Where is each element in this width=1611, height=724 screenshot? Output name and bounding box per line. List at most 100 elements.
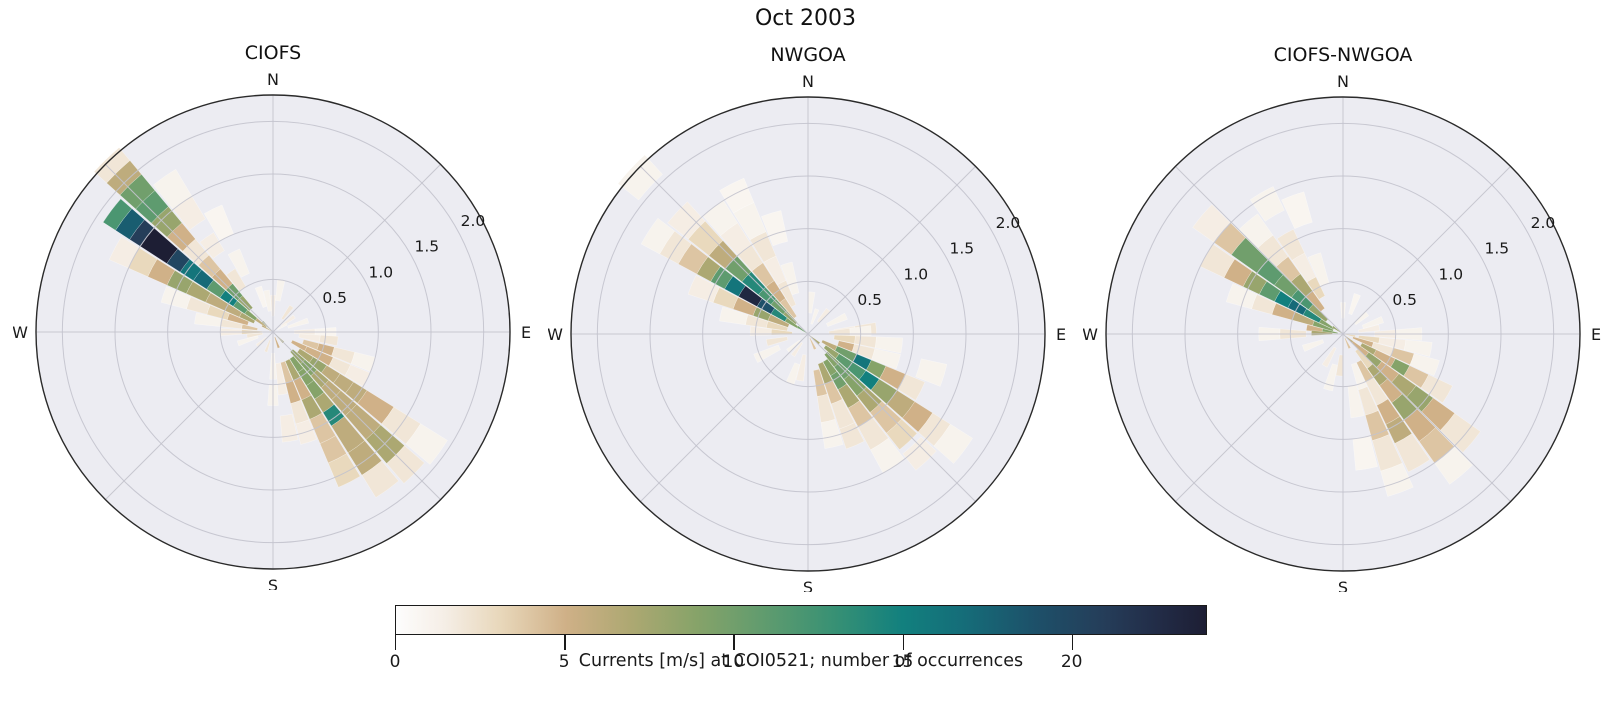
rose-cell xyxy=(275,362,288,396)
rose-cell xyxy=(264,339,272,353)
rose-cell xyxy=(732,297,758,317)
radial-tick-label: 1.5 xyxy=(415,238,440,256)
radial-tick-label: 2.0 xyxy=(996,214,1021,232)
rose-cell xyxy=(767,314,790,328)
rose-cell xyxy=(1372,349,1396,368)
rose-cell xyxy=(297,367,315,387)
rose-cell xyxy=(869,401,902,434)
rose-cell xyxy=(1378,337,1407,351)
rose-cell xyxy=(381,406,421,445)
rose-cell xyxy=(851,343,876,360)
rose-cell xyxy=(1371,434,1403,472)
rose-cell xyxy=(765,280,786,303)
rose-cell xyxy=(763,255,787,286)
rose-cell xyxy=(160,286,192,310)
rose-cell xyxy=(211,268,233,291)
rose-cell xyxy=(724,275,746,297)
rose-cell xyxy=(1390,358,1410,377)
rose-cell xyxy=(830,398,855,430)
radial-tick-label: 0.5 xyxy=(1392,291,1417,309)
colorbar-tick-label: 5 xyxy=(558,652,570,672)
radial-tick-label: 0.5 xyxy=(857,291,882,309)
rose-cell xyxy=(290,399,310,425)
rose-cell xyxy=(1394,433,1431,473)
colorbar-tick-mark xyxy=(733,635,735,650)
rose-cell xyxy=(198,254,221,278)
colorbar-gradient xyxy=(395,605,1207,635)
rose-cell xyxy=(823,344,840,359)
rose-cell xyxy=(822,358,838,377)
colorbar: 0 5 10 15 20 Currents [m/s] at COI0521; numb… xyxy=(390,605,1207,681)
rose-cell xyxy=(1352,336,1374,348)
rose-cell xyxy=(345,381,368,404)
rose-cell xyxy=(147,258,176,286)
rose-cell xyxy=(1257,234,1289,267)
rose-cell xyxy=(1258,280,1281,302)
rose-cell xyxy=(886,418,918,451)
rose-cell xyxy=(241,323,258,331)
rose-cell xyxy=(749,231,777,263)
rose-cell xyxy=(1421,397,1456,431)
rose-cell xyxy=(813,368,828,397)
rose-cell xyxy=(1367,363,1388,386)
rose-cell xyxy=(327,453,361,488)
rose-cell xyxy=(1242,270,1268,295)
rose-cell xyxy=(820,419,844,449)
rose-cell xyxy=(1225,283,1258,310)
rose-cell xyxy=(226,313,250,326)
rose-cell xyxy=(1251,294,1277,315)
rose-cell xyxy=(1440,412,1481,453)
compass-label-n: N xyxy=(267,70,279,89)
rose-cell xyxy=(782,310,798,325)
rose-cell xyxy=(309,412,337,444)
rose-cell xyxy=(1276,228,1306,261)
rose-cell xyxy=(761,210,789,247)
rose-cell xyxy=(810,308,820,325)
rose-cell xyxy=(687,275,720,303)
rose-cell xyxy=(238,312,256,324)
compass-label-s: S xyxy=(803,578,813,592)
rose-cell xyxy=(719,177,755,214)
rose-cell xyxy=(1239,213,1274,249)
rose-cell xyxy=(328,357,351,376)
colorbar-label: Currents [m/s] at COI0521; number of occ… xyxy=(578,651,1024,671)
rose-cell xyxy=(301,339,320,351)
rose-cell xyxy=(93,147,131,184)
radial-tick-label: 1.5 xyxy=(950,240,975,258)
rose-cell xyxy=(1276,256,1301,282)
rose-cell xyxy=(1379,378,1403,404)
rose-cell xyxy=(289,355,304,373)
rose-cell xyxy=(322,404,345,427)
rose-cell xyxy=(106,160,142,196)
rose-cell xyxy=(246,332,264,339)
rose-cell xyxy=(185,281,211,303)
rose-cell xyxy=(795,354,807,382)
rose-cell xyxy=(287,317,310,329)
rose-cell xyxy=(865,359,887,379)
rose-cell xyxy=(405,423,448,465)
radial-tick-label: 2.0 xyxy=(1531,214,1556,232)
rose-cell xyxy=(319,435,347,464)
rose-cell xyxy=(839,422,865,450)
rose-cell xyxy=(837,340,855,352)
rose-cell xyxy=(765,336,789,347)
rose-cell xyxy=(331,416,366,454)
rose-cell xyxy=(206,304,230,321)
rose-cell xyxy=(640,217,675,255)
rose-cell xyxy=(856,386,883,413)
colorbar-tick-mark xyxy=(395,635,397,650)
rose-cell xyxy=(1358,386,1379,416)
colorbar-tick-mark xyxy=(902,635,904,650)
rose-cell xyxy=(1406,385,1434,413)
rose-cell xyxy=(1403,365,1430,389)
rose-cell xyxy=(779,298,798,319)
rose-cell xyxy=(858,370,880,391)
rose-cell xyxy=(1403,339,1433,357)
colorbar-tick-label: 10 xyxy=(722,652,745,672)
compass-label-n: N xyxy=(802,72,814,91)
compass-label-s: S xyxy=(268,576,278,590)
rose-cell xyxy=(809,337,817,351)
rose-cell xyxy=(1274,290,1294,309)
rose-cell xyxy=(347,440,383,476)
rose-cell xyxy=(1359,342,1377,356)
